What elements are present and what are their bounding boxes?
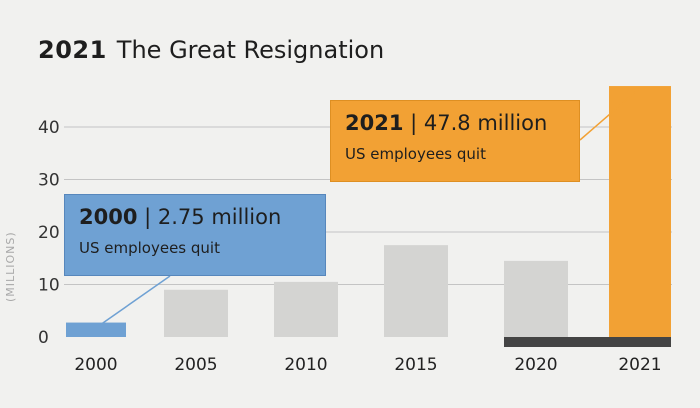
callout-2000-amount: | 2.75 million: [144, 205, 282, 229]
bar-2000: [66, 322, 126, 337]
x-tick-label-2015: 2015: [394, 355, 437, 375]
y-tick-label-10: 10: [38, 276, 60, 296]
callout-2000-subtext: US employees quit: [79, 239, 220, 257]
x-tick-label-2010: 2010: [284, 355, 327, 375]
callout-2000-headline: 2000 | 2.75 million: [79, 205, 311, 229]
x-tick-label-2005: 2005: [174, 355, 217, 375]
callout-2021-amount: | 47.8 million: [410, 111, 548, 135]
title-text: The Great Resignation: [116, 36, 385, 64]
y-tick-label-0: 0: [38, 328, 49, 348]
leader-line-2000: [99, 275, 171, 326]
bar-2005: [164, 289, 228, 337]
callout-2000: 2000 | 2.75 million US employees quit: [64, 194, 326, 276]
bar-2015: [384, 245, 448, 337]
baseline-band: [504, 337, 671, 347]
bar-2020: [504, 260, 568, 337]
callout-2021-headline: 2021 | 47.8 million: [345, 111, 565, 135]
x-tick-label-2021: 2021: [618, 355, 661, 375]
x-tick-label-2020: 2020: [514, 355, 557, 375]
bar-2021: [609, 86, 671, 337]
callout-2021-year: 2021: [345, 111, 404, 135]
callout-2021-subtext: US employees quit: [345, 145, 486, 163]
y-tick-label-20: 20: [38, 223, 60, 243]
y-tick-label-40: 40: [38, 118, 60, 138]
leader-line-2021: [579, 87, 641, 141]
x-tick-label-2000: 2000: [74, 355, 117, 375]
chart-title: 2021 The Great Resignation: [38, 36, 384, 64]
bar-2010: [274, 281, 338, 337]
callout-2000-year: 2000: [79, 205, 138, 229]
title-year: 2021: [38, 36, 107, 64]
y-axis-label: (MILLIONS): [4, 231, 17, 302]
callout-2021: 2021 | 47.8 million US employees quit: [330, 100, 580, 182]
y-tick-label-30: 30: [38, 171, 60, 191]
